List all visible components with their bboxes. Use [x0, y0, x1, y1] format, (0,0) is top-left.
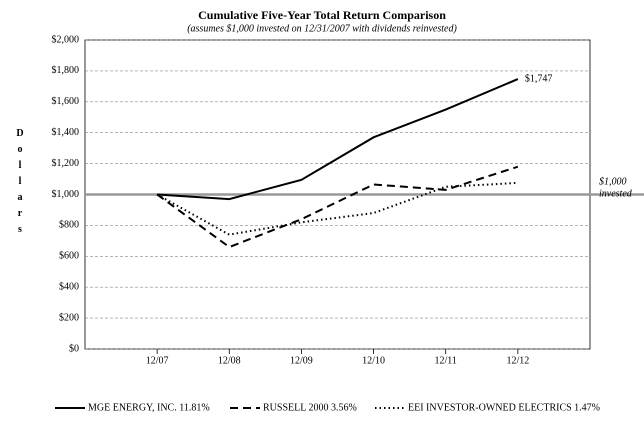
legend-label: EEI INVESTOR-OWNED ELECTRICS 1.47%: [408, 402, 600, 413]
y-tick-label: $800: [59, 220, 79, 231]
x-tick-label: 12/08: [218, 355, 241, 366]
y-tick-label: $2,000: [52, 34, 80, 45]
reference-label: $1,000 invested: [599, 177, 633, 200]
x-tick-label: 12/12: [506, 355, 529, 366]
y-tick-label: $1,200: [52, 158, 80, 169]
y-tick-label: $0: [69, 343, 79, 354]
x-tick-label: 12/09: [290, 355, 313, 366]
chart-title: Cumulative Five-Year Total Return Compar…: [198, 8, 446, 22]
series-line: [156, 165, 519, 249]
series-line: [157, 78, 519, 201]
y-tick-label: $1,400: [52, 127, 80, 138]
y-tick-label: $400: [59, 281, 79, 292]
chart-subtitle: (assumes $1,000 invested on 12/31/2007 w…: [187, 23, 457, 34]
y-tick-label: $1,800: [52, 65, 80, 76]
y-tick-label: $1,600: [52, 96, 80, 107]
y-tick-label: $1,000: [52, 189, 80, 200]
x-tick-label: 12/07: [146, 355, 169, 366]
legend-label: RUSSELL 2000 3.56%: [263, 402, 357, 413]
x-tick-label: 12/11: [435, 355, 457, 366]
x-tick-label: 12/10: [362, 355, 385, 366]
data-label: $1,747: [525, 73, 553, 84]
legend-label: MGE ENERGY, INC. 11.81%: [88, 402, 210, 413]
y-tick-label: $600: [59, 251, 79, 262]
y-tick-label: $200: [59, 312, 79, 323]
series-line: [156, 181, 518, 236]
